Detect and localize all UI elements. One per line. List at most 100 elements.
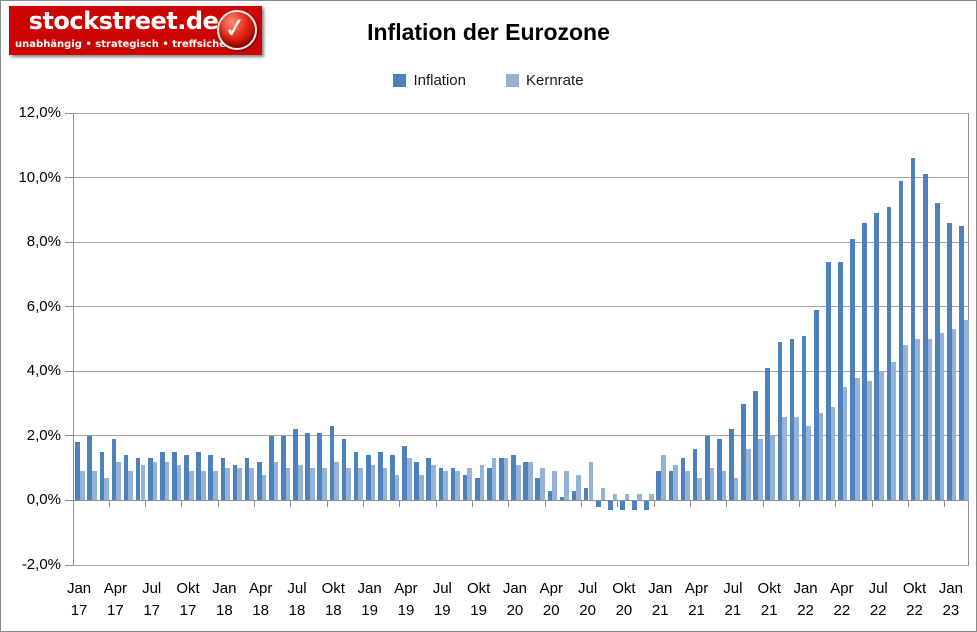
x-tick-month: Apr: [539, 580, 563, 597]
x-tick-year: 19: [433, 602, 451, 619]
bar-kernrate: [443, 471, 448, 501]
bar-kernrate: [128, 471, 134, 501]
bar-inflation: [874, 213, 880, 501]
bar-inflation: [898, 180, 904, 501]
bar-inflation: [777, 342, 783, 501]
legend-label: Kernrate: [526, 72, 584, 89]
x-axis-tick: [871, 500, 873, 507]
bar-inflation: [75, 442, 80, 501]
bar-inflation: [147, 458, 153, 501]
x-tick-month: Jan: [938, 580, 963, 597]
bar-kernrate: [394, 474, 400, 501]
x-axis-tick: [326, 500, 328, 507]
bar-inflation: [753, 390, 758, 501]
bar-inflation: [656, 471, 662, 501]
bar-kernrate: [273, 461, 279, 501]
bar-kernrate: [794, 416, 799, 501]
bar-inflation: [232, 464, 238, 501]
bar-kernrate: [540, 468, 545, 501]
bar-inflation: [583, 487, 589, 501]
y-tick-label: 2,0%: [26, 426, 61, 444]
x-axis-tick: [363, 500, 365, 507]
x-axis-tick: [907, 500, 909, 507]
x-axis-line: [73, 499, 969, 501]
x-tick-year: 19: [470, 602, 487, 619]
x-tick-year: 18: [324, 602, 342, 619]
bar-kernrate: [806, 426, 812, 501]
x-tick-label: Jan 18: [204, 578, 244, 622]
bar-inflation: [111, 439, 117, 501]
bar-kernrate: [649, 493, 654, 501]
bar-kernrate: [842, 387, 848, 501]
bar-kernrate: [866, 380, 872, 501]
x-tick-year: 21: [724, 602, 742, 619]
x-tick-year: 23: [942, 602, 960, 619]
x-axis-tick: [290, 500, 292, 507]
bar-inflation: [220, 458, 226, 501]
x-tick-label: Jan 20: [495, 578, 535, 622]
x-tick-year: 20: [579, 602, 596, 619]
bar-inflation: [608, 500, 613, 511]
bar-kernrate: [685, 471, 691, 501]
x-tick-year: 21: [760, 602, 778, 619]
x-tick-month: Jan: [357, 580, 382, 597]
bar-inflation: [910, 158, 916, 501]
x-tick-month: Jul: [142, 580, 162, 597]
bar-kernrate: [758, 439, 763, 501]
x-tick-label: Apr 20: [531, 578, 571, 622]
chart-title: Inflation der Eurozone: [367, 19, 610, 45]
bar-inflation: [499, 458, 504, 501]
chart-legend: Inflation Kernrate: [1, 72, 976, 89]
bar-inflation: [450, 468, 456, 501]
bar-kernrate: [152, 461, 158, 501]
bar-kernrate: [951, 329, 957, 501]
x-tick-month: Apr: [249, 580, 273, 597]
bar-inflation: [269, 435, 274, 501]
bar-kernrate: [697, 477, 703, 501]
bar-kernrate: [479, 464, 485, 501]
y-axis-tick: [65, 435, 73, 437]
bar-inflation: [838, 261, 843, 501]
bar-inflation: [595, 500, 601, 507]
bar-inflation: [317, 432, 323, 501]
x-axis-tick: [690, 500, 691, 507]
x-tick-year: 18: [216, 602, 233, 619]
x-tick-label: Apr 17: [95, 578, 135, 622]
x-tick-year: 20: [542, 602, 560, 619]
x-tick-month: Jul: [723, 580, 743, 597]
x-tick-label: Jul 19: [422, 578, 462, 622]
bar-kernrate: [346, 468, 351, 501]
bar-kernrate: [382, 468, 388, 501]
y-tick-label: -2,0%: [21, 556, 61, 573]
bar-inflation: [378, 452, 383, 501]
bar-kernrate: [164, 461, 170, 501]
bar-kernrate: [636, 493, 642, 501]
bar-kernrate: [237, 468, 243, 501]
bar-inflation: [426, 458, 432, 501]
stockstreet-logo: stockstreet.de unabhängig • strategisch …: [9, 6, 262, 55]
x-tick-month: Jul: [868, 580, 888, 597]
x-axis-tick: [145, 500, 147, 507]
bar-kernrate: [624, 493, 630, 501]
bar-inflation: [668, 471, 674, 501]
bar-inflation: [293, 429, 298, 501]
x-tick-label: Okt 19: [459, 578, 499, 622]
bar-inflation: [741, 403, 746, 501]
y-tick-label: 12,0%: [18, 104, 61, 121]
bar-kernrate: [600, 487, 606, 501]
bar-kernrate: [176, 464, 182, 501]
bar-inflation: [135, 458, 141, 501]
x-tick-year: 20: [615, 602, 633, 619]
bar-kernrate: [370, 464, 376, 501]
y-tick-label: 8,0%: [26, 233, 61, 251]
bar-kernrate: [818, 413, 824, 501]
x-tick-label: Jul 21: [713, 578, 753, 622]
x-tick-month: Jul: [578, 580, 598, 597]
bar-inflation: [717, 439, 722, 501]
bar-inflation: [704, 435, 710, 501]
x-tick-month: Okt: [757, 580, 781, 597]
bar-kernrate: [552, 471, 557, 501]
y-axis-tick: [65, 177, 73, 179]
bar-inflation: [196, 452, 202, 501]
